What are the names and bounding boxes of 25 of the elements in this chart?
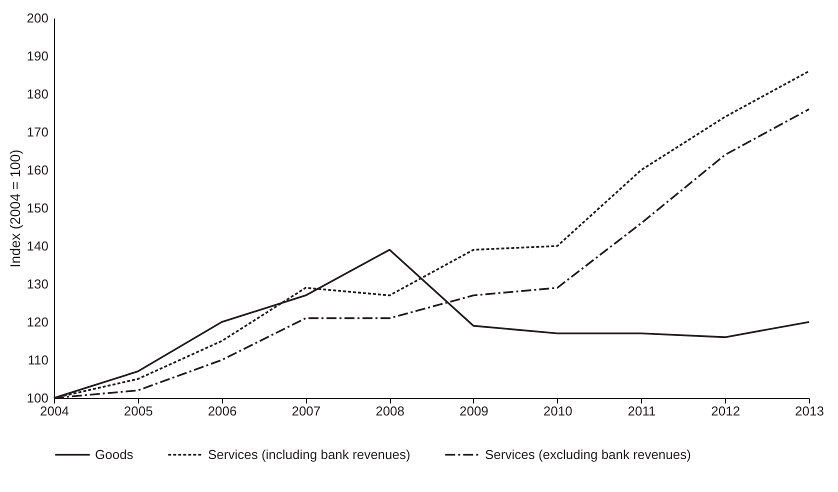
legend-label: Services (excluding bank revenues) [485, 446, 691, 462]
y-tick-label: 170 [26, 124, 48, 140]
x-tick-label: 2013 [795, 404, 824, 418]
y-tick-label: 190 [26, 48, 48, 64]
legend-label: Services (including bank revenues) [208, 446, 410, 462]
x-tick-label: 2005 [124, 404, 153, 418]
legend-label: Goods [95, 446, 134, 462]
x-tick-label: 2004 [40, 404, 69, 418]
x-tick-label: 2011 [628, 404, 656, 418]
y-tick-label: 200 [26, 10, 48, 26]
x-tick-label: 2008 [376, 404, 405, 418]
y-tick-label: 120 [26, 314, 48, 330]
x-tick-label: 2010 [543, 404, 572, 418]
x-tick-label: 2006 [208, 404, 237, 418]
y-axis-title: Index (2004 = 100) [6, 150, 23, 268]
y-tick-label: 130 [26, 276, 48, 292]
x-tick-label: 2012 [711, 404, 740, 418]
y-tick-label: 110 [28, 352, 48, 368]
y-tick-label: 160 [26, 162, 48, 178]
y-tick-label: 150 [26, 200, 48, 216]
x-tick-label: 2009 [459, 404, 488, 418]
x-tick-label: 2007 [292, 404, 321, 418]
y-tick-label: 180 [26, 86, 48, 102]
y-tick-label: 140 [26, 238, 48, 254]
y-tick-label: 100 [26, 390, 48, 406]
